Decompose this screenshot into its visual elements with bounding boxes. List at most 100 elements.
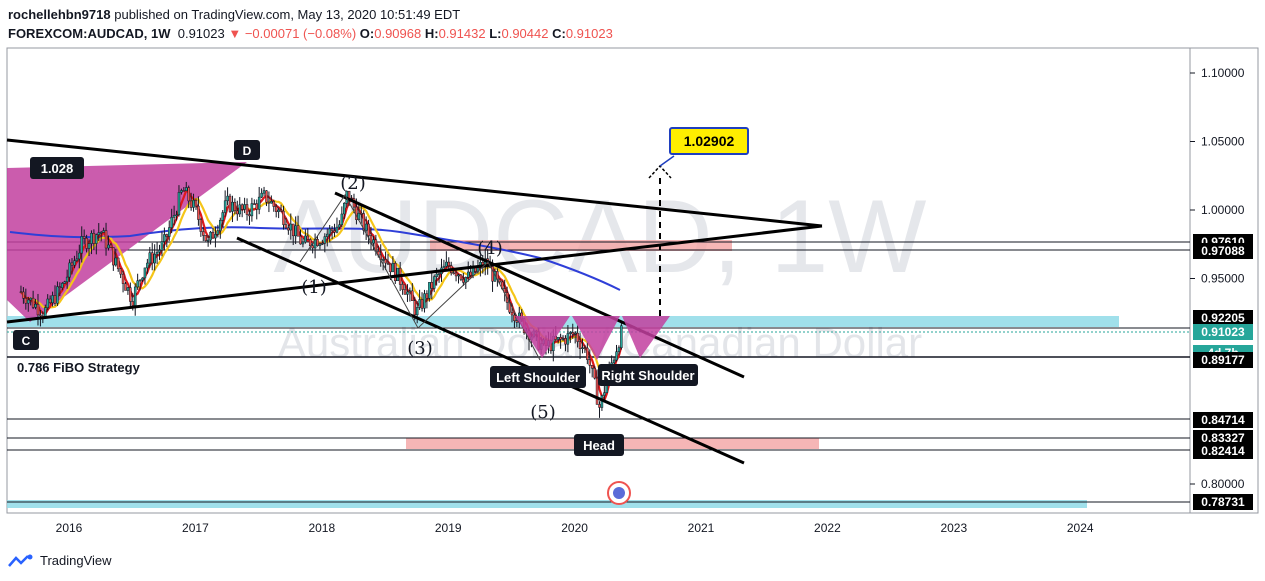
candle-body [85,238,88,249]
candle-body [462,279,465,283]
candle-body [598,404,601,408]
candle-body [119,268,122,275]
candle-body [78,252,81,260]
candle-body [240,204,244,210]
price-tag-box [1193,443,1253,459]
candle-body [362,213,365,231]
candle-body [498,279,502,283]
candle-body [150,252,154,264]
candle-body [590,365,594,369]
candle-body [311,245,314,249]
candle-body [306,235,310,240]
price-tick-label: 0.95000 [1201,272,1245,286]
candle-body [573,332,577,335]
candle-body [219,219,222,231]
left-shoulder-triangle [515,316,570,358]
candle-body [603,392,606,396]
candle-body [160,241,164,251]
candle-body [177,192,181,216]
price-tag-box [1193,430,1253,446]
candle-body [561,338,565,340]
close-value: 0.91023 [565,26,613,41]
high-label: H: [424,26,439,41]
candle-body [372,239,375,244]
candle-body [515,320,519,323]
candle-body [391,263,395,273]
candle-body [394,263,397,282]
candle-body [367,223,370,236]
candle-body [187,187,190,202]
candle-body [243,204,246,210]
candle-body [513,314,516,321]
candle-body [172,215,176,218]
time-axis[interactable]: 2016 2017 2018 2019 2020 2021 2022 2023 2024 [56,521,1094,535]
open-label: O: [359,26,375,41]
candle-body [413,300,417,316]
candle-body [226,195,229,202]
close-label: C: [552,26,566,41]
candle-body [209,231,212,241]
price-axis[interactable]: 1.10000 1.05000 1.00000 0.95000 0.80000 [1190,66,1245,491]
candle-body [428,282,431,299]
candle-body [564,338,567,345]
candle-body [454,272,458,277]
candle-body [148,252,152,264]
point-d-label: D [243,144,252,158]
wave-3-label: (3) [407,338,433,359]
candle-body [296,225,300,237]
candle-body [469,271,472,276]
pattern-label: 1.028 [41,161,74,176]
footer-brand[interactable]: TradingView [8,553,112,568]
candle-body [615,351,618,361]
price-tag-box [1193,494,1253,510]
price-tag-box [1193,412,1253,428]
candle-body [270,201,273,204]
candle-body [22,291,25,299]
candle-body [442,266,446,269]
price-tag-box [1193,310,1253,326]
candle-body [491,266,494,282]
channel-upper [334,191,745,379]
cyan-zone-bottom [7,500,1087,508]
candle-body [282,210,285,225]
candle-body [24,297,28,304]
candle-body [216,230,220,235]
candle-body [238,204,241,215]
candle-body [95,234,98,244]
candle-body [415,307,419,316]
candle-body [284,224,288,229]
candle-body [571,332,575,335]
time-tick-label: 2017 [182,521,209,535]
candle-body [31,297,35,308]
candle-body [401,284,404,290]
candle-body [143,267,147,279]
right-shoulder-label: Right Shoulder [601,368,694,383]
candle-body [340,213,344,225]
candle-body [289,223,293,231]
candle-body [325,233,329,237]
candle-body [425,293,429,299]
candle-body [364,223,368,231]
candle-body [418,299,421,308]
point-c-box [13,330,39,350]
price-tag-label: 0.84714 [1201,413,1245,427]
candle-body [192,200,195,208]
candle-body [253,203,256,205]
candle-body [116,257,120,270]
candle-body [131,301,135,306]
price-tag-label: 0.97088 [1201,244,1245,258]
strategy-label: 0.786 FiBO Strategy [17,360,140,375]
price-tick-label: 0.80000 [1201,477,1245,491]
target-callout-text: 1.02902 [684,133,735,149]
candle-body [257,196,261,210]
candle-body [58,286,62,288]
left-shoulder-label: Left Shoulder [496,370,580,385]
candle-body [70,262,74,266]
candle-body [343,203,346,215]
wave-5-label: (5) [530,402,556,423]
candle-body [138,279,142,282]
high-value: 0.91432 [438,26,486,41]
candle-body [435,273,438,277]
candle-body [360,212,363,215]
